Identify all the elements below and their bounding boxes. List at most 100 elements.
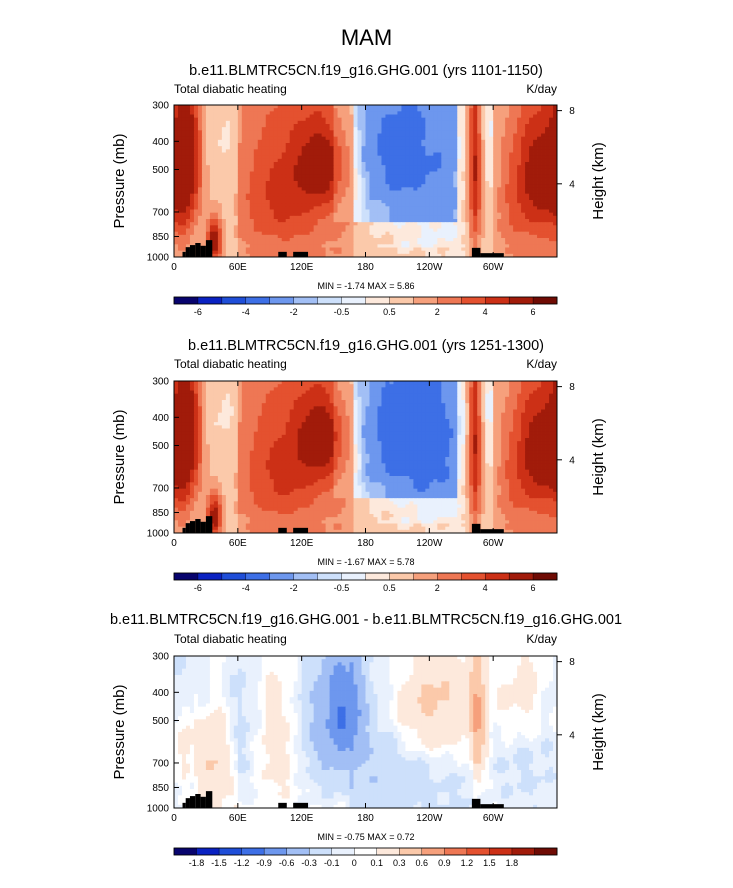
panel-1-field-cell — [365, 187, 370, 191]
panel-1-field-cell — [389, 225, 394, 229]
panel-1-field-cell — [369, 196, 374, 201]
panel-1-field-cell — [245, 193, 251, 198]
panel-1-field-cell — [513, 234, 518, 239]
panel-1-field-cell — [333, 130, 338, 134]
panel-1-field-cell — [289, 174, 295, 179]
panel-1-field-cell — [305, 200, 311, 204]
panel-1-field-cell — [553, 155, 558, 160]
panel-1-field-cell — [441, 209, 446, 214]
panel-1-field-cell — [537, 149, 542, 153]
panel-1-field-cell — [517, 190, 522, 195]
panel-1-field-cell — [517, 206, 522, 210]
panel-1-field-cell — [357, 222, 362, 226]
panel-1-field-cell — [189, 222, 195, 226]
panel-1-field-cell — [389, 219, 394, 223]
panel-2-field-cell — [205, 390, 211, 395]
panel-1-field-cell — [237, 171, 243, 176]
panel-1-field-cell — [385, 149, 390, 153]
panel-1-field-cell — [457, 231, 462, 236]
panel-1-field-cell — [265, 187, 271, 191]
panel-1-field-cell — [461, 222, 466, 226]
panel-1-field-cell — [473, 171, 478, 176]
panel-1-field-cell — [397, 117, 402, 122]
panel-2-field-cell — [409, 384, 414, 388]
panel-1-field-cell — [333, 190, 338, 195]
panel-1-field-cell — [401, 228, 406, 233]
panel-1-field-cell — [181, 168, 187, 172]
panel-1-field-cell — [473, 238, 478, 242]
panel-1-field-cell — [509, 127, 514, 131]
panel-1-field-cell — [433, 231, 438, 236]
panel-1-field-cell — [285, 143, 291, 147]
panel-1-field-cell — [505, 158, 510, 163]
panel-1-field-cell — [197, 108, 203, 112]
panel-1-field-cell — [201, 114, 207, 119]
panel-1-field-cell — [329, 238, 334, 242]
panel-1-field-cell — [529, 174, 534, 179]
panel-1-field-cell — [393, 139, 398, 144]
panel-1-field-cell — [237, 222, 243, 226]
panel-1-field-cell — [453, 105, 458, 109]
panel-1-field-cell — [385, 250, 390, 255]
panel-1-field-cell — [174, 215, 179, 220]
panel-1-field-cell — [217, 238, 223, 242]
panel-1-field-cell — [301, 152, 307, 157]
panel-1-field-cell — [461, 181, 466, 185]
panel-1-field-cell — [509, 165, 514, 169]
panel-1-field-cell — [301, 165, 307, 169]
panel-1-field-cell — [297, 174, 303, 179]
panel-1-field-cell — [345, 184, 350, 188]
panel-1-field-cell — [377, 209, 382, 214]
panel-1-field-cell — [309, 200, 315, 204]
panel-1-field-cell — [197, 228, 203, 233]
panel-1-field-cell — [357, 168, 362, 172]
panel-1-field-cell — [533, 231, 538, 236]
panel-1-field-cell — [301, 127, 307, 131]
panel-1-field-cell — [553, 244, 558, 248]
panel-1-field-cell — [401, 130, 406, 134]
panel-1-field-cell — [469, 241, 474, 245]
panel-1-field-cell — [321, 114, 326, 119]
panel-2-field-cell — [517, 384, 522, 388]
panel-1-field-cell — [209, 171, 215, 176]
panel-2-field-cell — [473, 384, 478, 388]
panel-1-field-cell — [417, 241, 422, 245]
panel-1-field-cell — [273, 184, 279, 188]
panel-2-field-cell — [461, 387, 466, 391]
panel-1-field-cell — [197, 215, 203, 220]
panel-1-field-cell — [489, 117, 494, 122]
panel-1-field-cell — [393, 212, 398, 217]
panel-1-field-cell — [493, 206, 498, 210]
panel-1-field-cell — [397, 222, 402, 226]
panel-1-field-cell — [505, 193, 510, 198]
panel-1-field-cell — [353, 171, 358, 176]
panel-2-field-cell — [217, 384, 223, 388]
panel-1-field-cell — [545, 219, 550, 223]
panel-1-field-cell — [513, 143, 518, 147]
panel-1-field-cell — [533, 174, 538, 179]
panel-1-field-cell — [545, 108, 550, 112]
panel-1-field-cell — [257, 139, 263, 144]
panel-2-field-cell — [357, 384, 362, 388]
panel-1-field-cell — [473, 184, 478, 188]
panel-1-field-cell — [397, 152, 402, 157]
panel-1-field-cell — [549, 209, 554, 214]
panel-2-field-cell — [361, 387, 366, 391]
panel-1-field-cell — [257, 181, 263, 185]
panel-1-field-cell — [269, 117, 275, 122]
panel-1-field-cell — [389, 206, 394, 210]
panel-1-field-cell — [453, 228, 458, 233]
panel-2-field-cell — [377, 381, 382, 385]
panel-1-field-cell — [385, 152, 390, 157]
panel-1-field-cell — [409, 241, 414, 245]
panel-1-field-cell — [497, 133, 502, 138]
panel-1-field-cell — [317, 181, 323, 185]
panel-1-field-cell — [201, 187, 207, 191]
panel-1-field-cell — [369, 206, 374, 210]
panel-1-field-cell — [457, 190, 462, 195]
panel-1-field-cell — [221, 146, 227, 150]
panel-1-field-cell — [289, 203, 295, 207]
panel-1-field-cell — [361, 114, 366, 119]
panel-1-field-cell — [393, 143, 398, 147]
panel-1-field-cell — [509, 215, 514, 220]
